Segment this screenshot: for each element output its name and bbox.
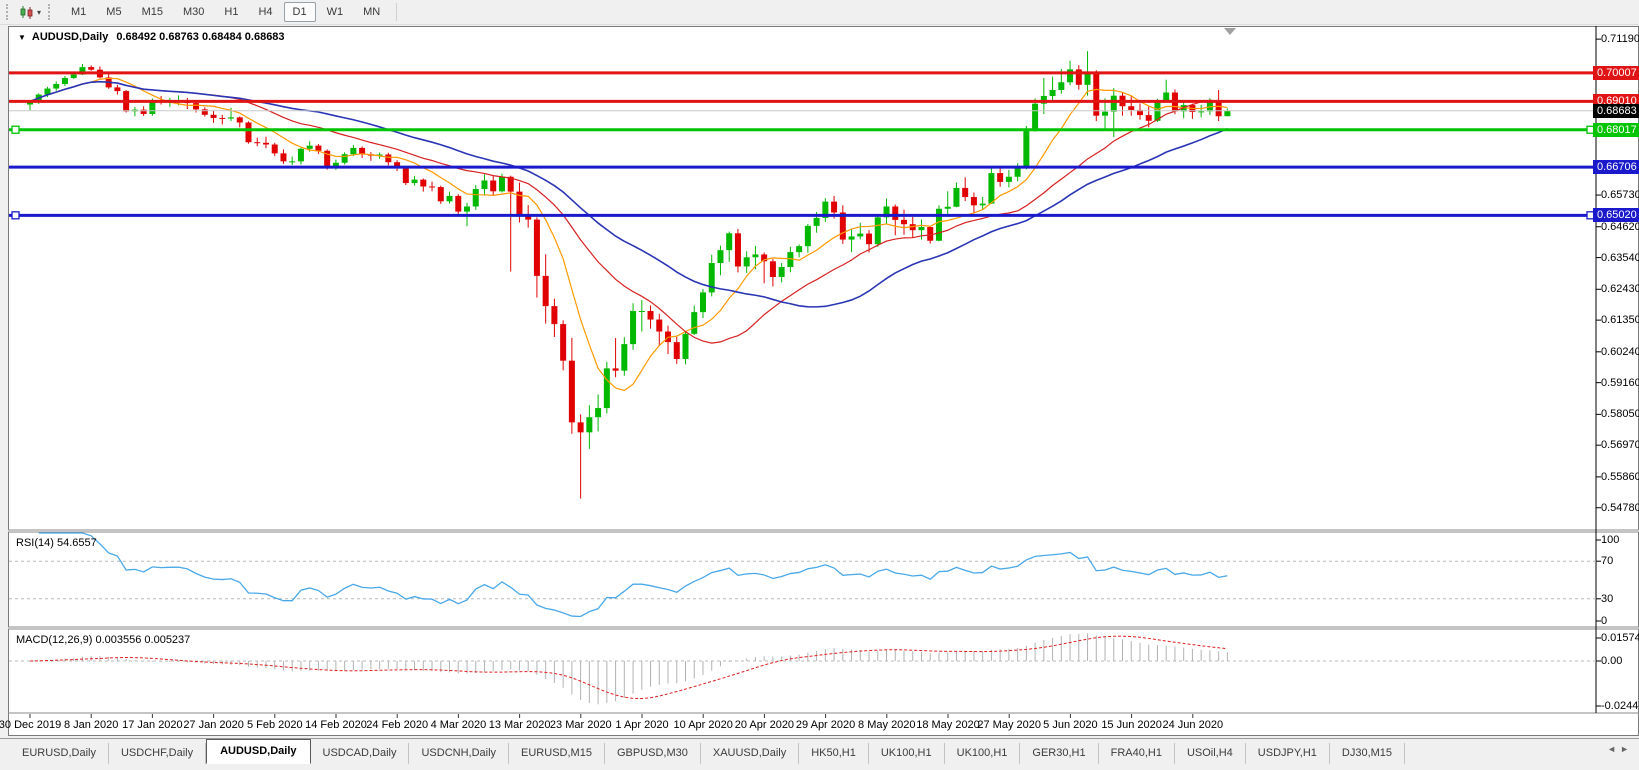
date-tick-label[interactable]: 23 Mar 2020 <box>549 719 612 731</box>
chart-tab-xauusd-daily[interactable]: XAUUSD,Daily <box>701 743 800 764</box>
chart-tab-ger30-h1[interactable]: GER30,H1 <box>1020 743 1099 764</box>
chart-tab-fra40-h1[interactable]: FRA40,H1 <box>1099 743 1175 764</box>
tab-scroll-left-icon[interactable]: ◄ <box>1607 744 1621 754</box>
timeframe-button-m1[interactable]: M1 <box>71 6 87 18</box>
chart-tabs-bar: EURUSD,Daily USDCHF,Daily AUDUSD,Daily USDC… <box>0 738 1639 764</box>
price-tick-label[interactable]: 0.54780 <box>1601 501 1639 514</box>
tab-scroll-right-icon[interactable]: ► <box>1620 744 1633 754</box>
timeframe-toolbar: ▾ M1 M5 M15 M30 H1 H4 D1 W1 MN <box>0 0 1639 25</box>
price-tick-label[interactable]: 0.61350 <box>1601 314 1639 327</box>
timeframe-button-mn[interactable]: MN <box>363 6 381 18</box>
price-tick-label[interactable]: 0.59160 <box>1601 376 1639 389</box>
date-tick-label[interactable]: 18 May 2020 <box>916 719 980 731</box>
chart-tab-uk100-h1[interactable]: UK100,H1 <box>945 743 1021 764</box>
chart-symbol-period: AUDUSD,Daily <box>31 31 109 43</box>
date-tick-label[interactable]: 4 Mar 2020 <box>430 719 487 731</box>
price-tick-label[interactable]: 0.55860 <box>1601 470 1639 483</box>
tab-scroll-arrows: ◄► <box>1607 744 1633 754</box>
price-tick-label[interactable]: 0.58050 <box>1601 408 1639 421</box>
timeframe-button-h1[interactable]: H1 <box>224 6 239 18</box>
chart-ohlc-values: 0.68492 0.68763 0.68484 0.68683 <box>116 31 285 43</box>
date-tick-label[interactable]: 27 Jan 2020 <box>183 719 244 731</box>
chart-tab-eurusd-m15[interactable]: EURUSD,M15 <box>509 743 605 764</box>
price-tick-label[interactable]: 0.56970 <box>1601 439 1639 452</box>
date-tick-label[interactable]: 8 May 2020 <box>858 719 916 731</box>
macd-axis-label[interactable]: -0.024411 <box>1601 700 1639 712</box>
date-tick-label[interactable]: 29 Apr 2020 <box>795 719 856 731</box>
hline-price-label[interactable]: 0.65020 <box>1593 208 1639 223</box>
chart-tab-usdcad-daily[interactable]: USDCAD,Daily <box>311 743 410 764</box>
date-tick-label[interactable]: 5 Jun 2020 <box>1043 719 1098 731</box>
date-tick-label[interactable]: 8 Jan 2020 <box>63 719 119 731</box>
toolbar-separator <box>396 3 398 21</box>
chart-tab-usdchf-daily[interactable]: USDCHF,Daily <box>109 743 207 764</box>
timeframe-button-d1[interactable]: D1 <box>283 2 316 22</box>
date-tick-label[interactable]: 24 Feb 2020 <box>366 719 429 731</box>
timeframe-button-h4[interactable]: H4 <box>258 6 273 18</box>
chart-tab-usdcnh-daily[interactable]: USDCNH,Daily <box>409 743 510 764</box>
rsi-axis-label[interactable]: 100 <box>1601 534 1620 546</box>
macd-indicator-label: MACD(12,26,9) 0.003556 0.005237 <box>16 634 191 646</box>
current-price-label: 0.68683 <box>1593 103 1639 118</box>
date-tick-label[interactable]: 30 Dec 2019 <box>0 719 62 731</box>
date-tick-label[interactable]: 27 May 2020 <box>977 719 1041 731</box>
chart-tab-eurusd-daily[interactable]: EURUSD,Daily <box>10 743 109 764</box>
timeframe-button-m15[interactable]: M15 <box>141 6 163 18</box>
date-tick-label[interactable]: 1 Apr 2020 <box>615 719 669 731</box>
chart-tab-dj30-m15[interactable]: DJ30,M15 <box>1330 743 1406 764</box>
date-tick-label[interactable]: 17 Jan 2020 <box>122 719 183 731</box>
rsi-axis-label[interactable]: 30 <box>1601 592 1614 605</box>
hline-price-label[interactable]: 0.70007 <box>1593 65 1639 80</box>
timeframe-button-m5[interactable]: M5 <box>106 6 122 18</box>
price-tick-label[interactable]: 0.65730 <box>1601 189 1639 202</box>
chart-tab-hk50-h1[interactable]: HK50,H1 <box>799 743 869 764</box>
macd-axis-label[interactable]: 0.00 <box>1601 655 1623 667</box>
chart-tab-usoil-h4[interactable]: USOil,H4 <box>1175 743 1246 764</box>
toolbar-drag-handle[interactable] <box>6 4 14 20</box>
date-tick-label[interactable]: 20 Apr 2020 <box>734 719 795 731</box>
toolbar-chart-icon[interactable] <box>19 5 35 20</box>
macd-axis-label[interactable]: 0.015741 <box>1601 632 1639 644</box>
price-tick-label[interactable]: 0.63540 <box>1601 251 1639 264</box>
chart-context-menu-icon[interactable]: ▼ <box>18 33 26 42</box>
chart-tab-audusd-daily[interactable]: AUDUSD,Daily <box>206 739 311 764</box>
date-tick-label[interactable]: 24 Jun 2020 <box>1162 719 1224 731</box>
date-tick-label[interactable]: 13 Mar 2020 <box>488 719 551 731</box>
toolbar-group-grip[interactable] <box>48 4 56 20</box>
rsi-axis-label[interactable]: 0 <box>1601 615 1608 627</box>
rsi-indicator-label: RSI(14) 54.6557 <box>16 537 97 549</box>
price-tick-label[interactable]: 0.71190 <box>1601 33 1639 46</box>
rsi-axis-label[interactable]: 70 <box>1601 555 1614 568</box>
timeframe-button-m30[interactable]: M30 <box>182 6 205 18</box>
chart-tab-uk100-h1[interactable]: UK100,H1 <box>869 743 945 764</box>
chart-tab-usdjpy-h1[interactable]: USDJPY,H1 <box>1246 743 1330 764</box>
hline-price-label[interactable]: 0.68017 <box>1593 122 1639 137</box>
timeframe-button-w1[interactable]: W1 <box>326 6 344 18</box>
date-tick-label[interactable]: 15 Jun 2020 <box>1101 719 1162 731</box>
chart-header: ▼ AUDUSD,Daily 0.68492 0.68763 0.68484 0.6… <box>18 31 285 43</box>
date-tick-label[interactable]: 5 Feb 2020 <box>246 719 303 731</box>
price-tick-label[interactable]: 0.60240 <box>1601 345 1639 358</box>
hline-price-label[interactable]: 0.66706 <box>1593 160 1639 175</box>
price-tick-label[interactable]: 0.64620 <box>1601 220 1639 233</box>
chart-window <box>8 26 1639 736</box>
date-tick-label[interactable]: 14 Feb 2020 <box>305 719 367 731</box>
toolbar-dropdown-caret-icon[interactable]: ▾ <box>37 7 42 17</box>
date-tick-label[interactable]: 10 Apr 2020 <box>673 719 733 731</box>
price-tick-label[interactable]: 0.62430 <box>1601 283 1639 296</box>
chart-tab-gbpusd-m30[interactable]: GBPUSD,M30 <box>605 743 701 764</box>
